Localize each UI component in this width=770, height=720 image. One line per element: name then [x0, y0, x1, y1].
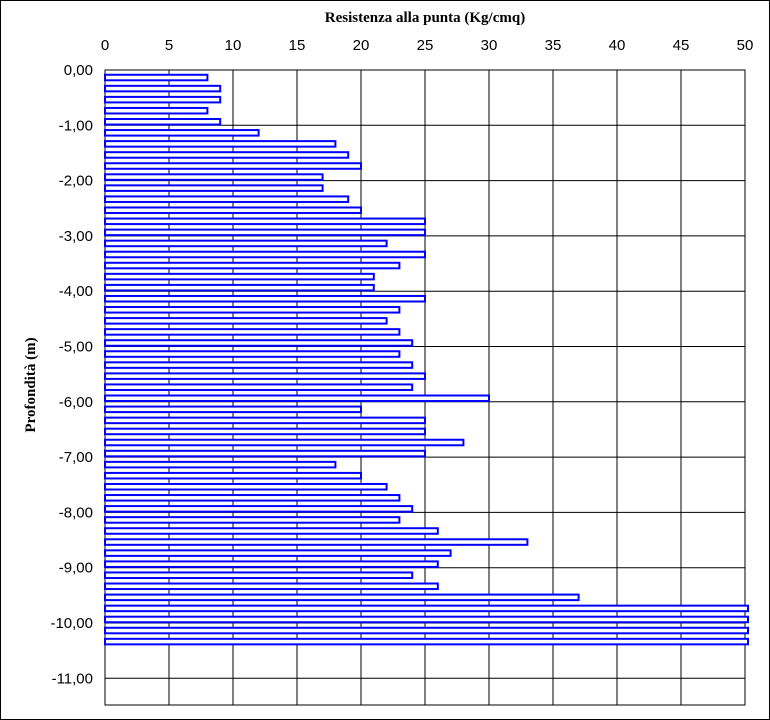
x-tick-label: 30 — [481, 37, 498, 54]
y-tick-label: -10,00 — [50, 615, 93, 632]
y-tick-label: -5,00 — [59, 339, 93, 356]
y-axis-label: Profondità (m) — [23, 337, 39, 432]
y-tick-label: -8,00 — [59, 504, 93, 521]
bars-layer — [104, 73, 749, 646]
bar — [104, 106, 209, 115]
bar — [104, 427, 426, 436]
y-tick-label: 0,00 — [64, 62, 93, 79]
bar — [104, 482, 388, 491]
bar — [104, 173, 324, 181]
bar — [104, 516, 401, 524]
bar — [104, 261, 401, 270]
bar — [104, 505, 414, 513]
bar — [104, 626, 749, 635]
bar — [104, 228, 426, 237]
bar — [104, 460, 337, 469]
bar — [104, 328, 401, 336]
bar — [104, 549, 452, 557]
bar — [104, 306, 401, 314]
bar — [104, 317, 388, 325]
x-tick-label: 50 — [737, 37, 754, 54]
bar — [104, 339, 414, 347]
chart-title: Resistenza alla punta (Kg/cmq) — [325, 10, 525, 26]
bar — [104, 438, 465, 447]
bar — [104, 283, 375, 292]
y-tick-label: -1,00 — [59, 117, 93, 134]
x-tick-label: 5 — [165, 37, 173, 54]
bar — [104, 350, 401, 358]
bar — [104, 560, 439, 568]
y-tick-label: -3,00 — [59, 228, 93, 245]
bar — [104, 162, 362, 170]
bar — [104, 250, 426, 259]
x-tick-label: 15 — [289, 37, 306, 54]
bar — [104, 449, 426, 458]
bar — [104, 184, 324, 192]
bar — [104, 604, 749, 613]
bar — [104, 527, 439, 535]
bar — [104, 471, 362, 480]
bar — [104, 129, 260, 137]
axis-layer: 0 5 10 15 20 25 30 35 40 45 50 0,00 -1,00 -2,00 -3,00 -… — [50, 37, 753, 687]
bar — [104, 615, 749, 624]
y-tick-label: -4,00 — [59, 283, 93, 300]
bar — [104, 217, 426, 226]
bar — [104, 118, 222, 126]
x-tick-label: 20 — [353, 37, 370, 54]
y-tick-label: -6,00 — [59, 394, 93, 411]
x-tick-label: 35 — [545, 37, 562, 54]
bar — [104, 571, 414, 579]
bar — [104, 361, 414, 369]
bar — [104, 140, 337, 148]
bar — [104, 593, 580, 602]
y-tick-label: -2,00 — [59, 173, 93, 190]
bar — [104, 582, 439, 591]
x-tick-label: 45 — [673, 37, 690, 54]
bar — [104, 405, 362, 414]
bar — [104, 151, 350, 159]
bar — [104, 195, 350, 203]
bar — [104, 239, 388, 248]
x-tick-label: 25 — [417, 37, 434, 54]
bar — [104, 84, 222, 93]
bar — [104, 95, 222, 104]
bar — [104, 494, 401, 502]
bar — [104, 538, 529, 546]
bar — [104, 383, 414, 391]
x-tick-label: 10 — [225, 37, 242, 54]
bar — [104, 73, 209, 82]
bar — [104, 206, 362, 215]
bar — [104, 372, 426, 380]
y-tick-label: -9,00 — [59, 560, 93, 577]
bar — [104, 294, 426, 303]
bar — [104, 394, 490, 403]
y-tick-label: -11,00 — [52, 670, 93, 687]
x-tick-label: 0 — [101, 37, 109, 54]
x-tick-label: 40 — [609, 37, 626, 54]
y-tick-label: -7,00 — [59, 449, 93, 466]
bar — [104, 272, 375, 281]
bar — [104, 416, 426, 425]
bar — [104, 637, 749, 646]
